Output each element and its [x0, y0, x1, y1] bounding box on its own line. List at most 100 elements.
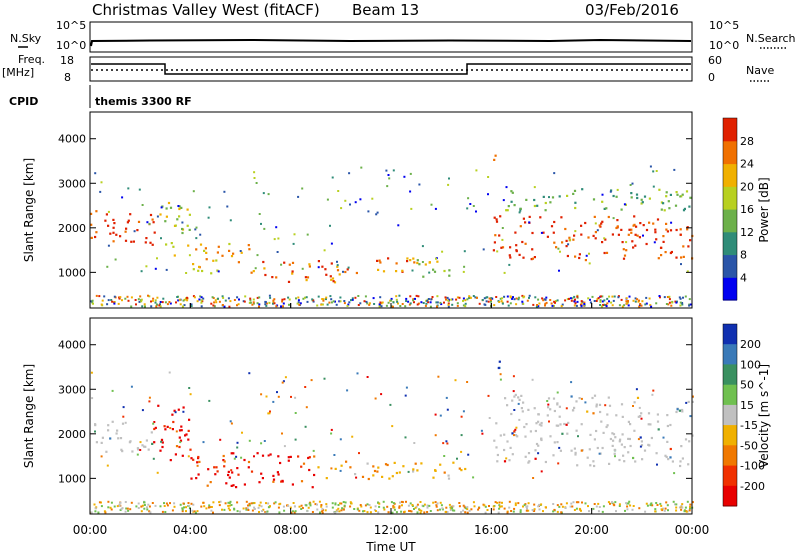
noise-cell — [392, 301, 395, 304]
outlier-cell — [501, 238, 504, 241]
outlier-cell — [421, 261, 424, 263]
range-cell — [595, 405, 598, 408]
range-cell — [630, 192, 633, 195]
range-cell — [197, 473, 200, 476]
range-cell — [100, 441, 103, 444]
noise-cell — [264, 511, 267, 513]
outlier-cell — [462, 270, 465, 273]
noise-cell — [612, 299, 615, 302]
noise-cell — [392, 502, 395, 505]
range-cell — [604, 238, 607, 241]
noise-cell — [499, 297, 502, 300]
noise-cell — [413, 508, 415, 510]
range-cell — [662, 235, 665, 238]
range-cell — [671, 460, 674, 463]
noise-cell — [227, 501, 230, 504]
range-cell — [576, 464, 579, 467]
outlier-cell — [392, 169, 395, 172]
range-cell — [416, 469, 419, 472]
range-cell — [188, 418, 191, 421]
noise-cell — [390, 501, 393, 504]
noise-cell — [182, 502, 185, 505]
noise-cell — [150, 300, 152, 303]
noise-cell — [556, 504, 559, 507]
noise-cell — [478, 506, 481, 509]
noise-cell — [545, 301, 548, 304]
range-cell — [349, 466, 352, 469]
range-cell — [324, 268, 327, 271]
noise-cell — [261, 510, 264, 512]
range-cell — [277, 455, 280, 458]
range-cell — [656, 413, 659, 416]
range-cell — [681, 408, 684, 412]
noise-cell — [321, 298, 324, 300]
noise-cell — [362, 510, 364, 513]
outlier-cell — [294, 396, 297, 399]
noise-cell — [660, 508, 663, 511]
noise-cell — [443, 301, 445, 304]
noise-cell — [230, 504, 233, 506]
noise-cell — [343, 302, 346, 305]
range-cell — [366, 462, 369, 465]
noise-cell — [259, 501, 262, 504]
outlier-cell — [208, 206, 211, 209]
outlier-cell — [614, 455, 616, 458]
range-cell — [291, 270, 294, 273]
noise-cell — [602, 304, 604, 307]
noise-cell — [466, 511, 469, 514]
noise-cell — [659, 502, 662, 505]
range-cell — [669, 229, 673, 232]
range-cell — [247, 244, 250, 247]
outlier-cell — [673, 168, 676, 171]
noise-cell — [166, 504, 169, 507]
range-cell — [336, 269, 340, 272]
noise-cell — [221, 295, 224, 298]
range-cell — [424, 263, 427, 266]
outlier-cell — [513, 430, 516, 433]
range-cell — [656, 218, 660, 221]
outlier-cell — [469, 203, 472, 205]
outlier-cell — [189, 393, 192, 396]
noise-cell — [608, 295, 611, 298]
noise-cell — [360, 505, 363, 508]
colorbar-swatch — [723, 425, 737, 446]
noise-cell — [98, 295, 101, 298]
noise-cell — [377, 511, 380, 514]
range-cell — [627, 437, 630, 440]
noise-cell — [212, 304, 215, 307]
noise-cell — [419, 501, 422, 503]
noise-cell — [380, 302, 383, 305]
noise-cell — [521, 294, 524, 297]
noise-cell — [638, 299, 640, 302]
range-cell — [514, 231, 517, 234]
noise-cell — [294, 505, 296, 508]
outlier-cell — [655, 170, 658, 172]
noise-cell — [228, 502, 231, 504]
noise-cell — [426, 298, 429, 301]
range-cell — [495, 446, 498, 449]
range-cell — [616, 219, 619, 222]
noise-cell — [121, 299, 123, 302]
noise-cell — [110, 501, 113, 504]
outlier-cell — [145, 265, 148, 268]
noise-cell — [667, 509, 669, 512]
noise-cell — [149, 511, 152, 514]
noise-cell — [498, 507, 501, 510]
noise-cell — [228, 305, 231, 308]
outlier-cell — [306, 233, 309, 236]
outlier-cell — [531, 378, 534, 381]
noise-cell — [94, 507, 97, 510]
noise-cell — [452, 505, 455, 508]
noise-cell — [542, 510, 544, 513]
noise-cell — [309, 504, 312, 507]
noise-cell — [107, 299, 110, 302]
noise-cell — [127, 299, 130, 302]
outlier-cell — [248, 372, 251, 375]
range-cell — [616, 225, 619, 228]
outlier-cell — [598, 452, 601, 455]
outlier-cell — [456, 457, 458, 460]
noise-cell — [269, 296, 272, 299]
outlier-cell — [235, 455, 238, 458]
noise-cell — [264, 303, 267, 306]
range-cell — [592, 234, 595, 237]
